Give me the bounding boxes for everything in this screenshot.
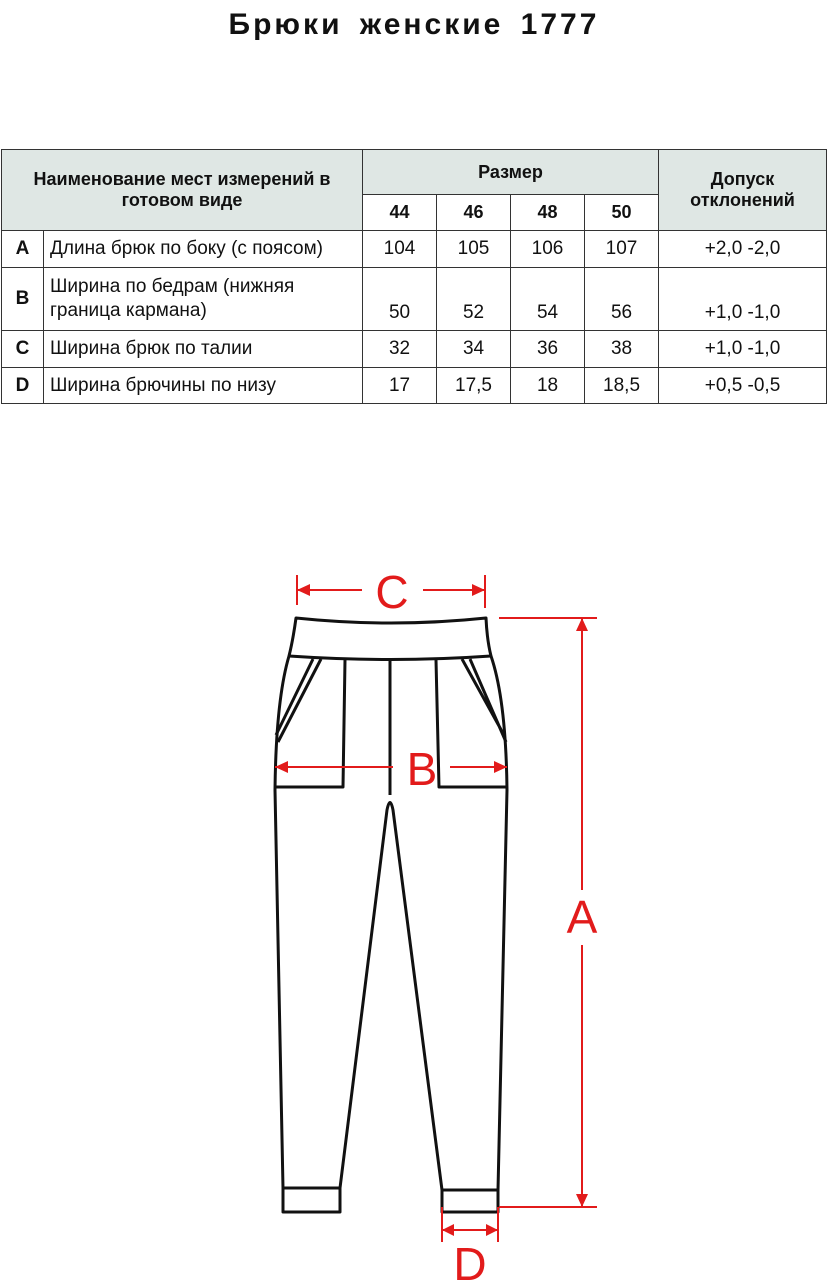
cell: 17,5	[436, 367, 512, 404]
cell: 50	[362, 267, 438, 331]
cell: 36	[510, 330, 586, 368]
cell: 104	[362, 230, 438, 268]
row-name: Ширина брючины по низу	[42, 367, 364, 404]
measure-lines	[275, 575, 597, 1242]
label-d: D	[453, 1238, 486, 1280]
cell: 32	[362, 330, 438, 368]
row-letter: C	[1, 330, 44, 368]
pants-outline	[273, 616, 509, 1214]
header-tolerance: Допуск отклонений	[658, 149, 827, 231]
cell: 17	[362, 367, 438, 404]
table-row: D Ширина брючины по низу 17 17,5 18 18,5…	[1, 367, 827, 404]
cell-tolerance: +1,0 -1,0	[658, 330, 827, 368]
table-row: C Ширина брюк по талии 32 34 36 38 +1,0 …	[1, 330, 827, 368]
size-table: Наименование мест измерений в готовом ви…	[0, 149, 827, 404]
size-46: 46	[436, 194, 512, 231]
header-name: Наименование мест измерений в готовом ви…	[0, 149, 364, 231]
cell: 106	[510, 230, 586, 268]
cell-tolerance: +0,5 -0,5	[658, 367, 827, 404]
label-b: B	[407, 743, 438, 795]
cell-tolerance: +1,0 -1,0	[658, 267, 827, 331]
cell: 34	[436, 330, 512, 368]
page-title: Брюки женские 1777	[228, 8, 600, 41]
label-a: A	[567, 891, 598, 943]
row-name: Ширина брюк по талии	[42, 330, 364, 368]
table-row: A Длина брюк по боку (с поясом) 104 105 …	[1, 230, 827, 268]
size-48: 48	[510, 194, 586, 231]
cell: 105	[436, 230, 512, 268]
cell: 18	[510, 367, 586, 404]
label-c: C	[375, 566, 408, 618]
row-name: Длина брюк по боку (с поясом)	[42, 230, 364, 268]
size-44: 44	[362, 194, 438, 231]
cell: 18,5	[584, 367, 660, 404]
cell: 56	[584, 267, 660, 331]
cell: 107	[584, 230, 660, 268]
cell-tolerance: +2,0 -2,0	[658, 230, 827, 268]
row-name: Ширина по бедрам (нижняя граница кармана…	[42, 267, 364, 331]
